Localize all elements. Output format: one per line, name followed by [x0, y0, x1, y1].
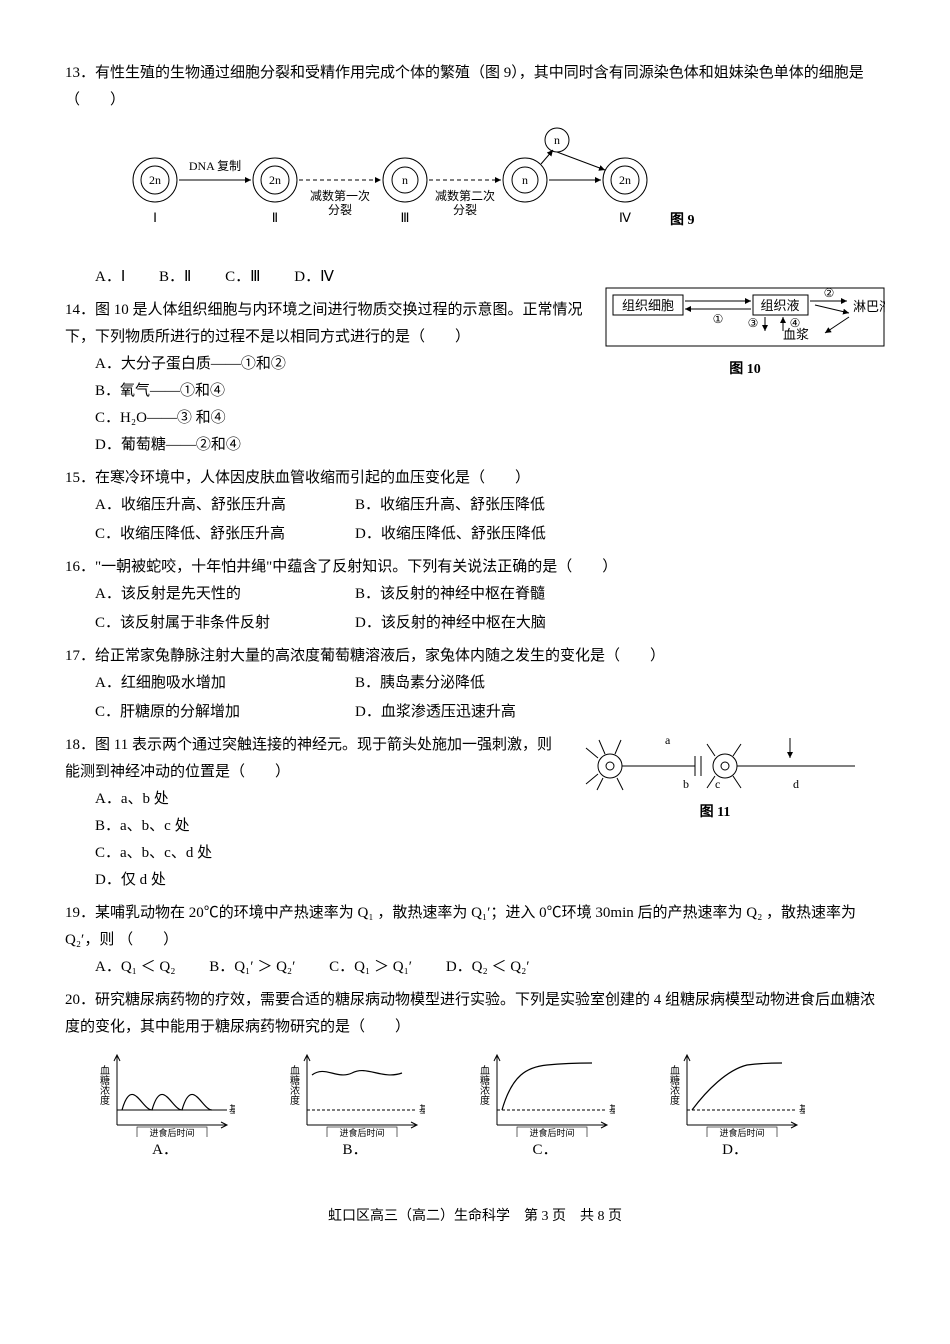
svg-text:基础血糖: 基础血糖	[799, 1103, 805, 1116]
figure-10: 组织细胞 组织液 淋巴液 血浆 ① ② ③ ④ 图 10	[605, 287, 885, 392]
q17-C[interactable]: C．肝糖原的分解增加	[95, 699, 355, 726]
q17-D[interactable]: D．血浆渗透压迅速升高	[355, 699, 615, 726]
svg-text:Ⅲ: Ⅲ	[401, 210, 410, 225]
svg-text:淋巴液: 淋巴液	[853, 299, 885, 314]
q19-C[interactable]: C．Q₁ ＞ Q₁′	[329, 954, 412, 981]
svg-text:c: c	[715, 777, 720, 791]
svg-text:a: a	[665, 733, 671, 747]
q19-A[interactable]: A．Q₁ ＜ Q₂	[95, 954, 175, 981]
q17: 17．给正常家兔静脉注射大量的高浓度葡萄糖溶液后，家兔体内随之发生的变化是（ ）…	[65, 643, 885, 726]
q20-chart-B[interactable]: 血糖浓度基础血糖进食后时间 B．	[285, 1047, 425, 1164]
q19-stem: 19．某哺乳动物在 20℃的环境中产热速率为 Q₁ ，散热速率为 Q₁′；进入 …	[65, 900, 885, 954]
q14: 组织细胞 组织液 淋巴液 血浆 ① ② ③ ④ 图 10 14．图 10	[65, 297, 885, 459]
q15: 15．在寒冷环境中，人体因皮肤血管收缩而引起的血压变化是（ ） A．收缩压升高、…	[65, 465, 885, 548]
q17-B[interactable]: B．胰岛素分泌降低	[355, 670, 615, 697]
svg-text:血糖浓度: 血糖浓度	[668, 1064, 680, 1106]
q20-chart-A[interactable]: 血糖浓度基础血糖进食后时间 A．	[95, 1047, 235, 1164]
q17-stem: 17．给正常家兔静脉注射大量的高浓度葡萄糖溶液后，家兔体内随之发生的变化是（ ）	[65, 643, 885, 670]
q15-stem: 15．在寒冷环境中，人体因皮肤血管收缩而引起的血压变化是（ ）	[65, 465, 885, 492]
q14-C[interactable]: C．H₂O——③ 和④	[95, 405, 885, 432]
q16-C[interactable]: C．该反射属于非条件反射	[95, 610, 355, 637]
svg-text:2n: 2n	[149, 173, 161, 187]
q13-stem: 13．有性生殖的生物通过细胞分裂和受精作用完成个体的繁殖（图 9），其中同时含有…	[65, 60, 885, 114]
svg-text:进食后时间: 进食后时间	[529, 1127, 574, 1137]
svg-text:减数第二次: 减数第二次	[435, 188, 495, 203]
fig10-label: 图 10	[729, 361, 761, 377]
svg-text:血糖浓度: 血糖浓度	[288, 1064, 300, 1106]
fig10-svg: 组织细胞 组织液 淋巴液 血浆 ① ② ③ ④ 图 10	[605, 287, 885, 382]
fig11-label: 图 11	[700, 804, 731, 820]
q16-B[interactable]: B．该反射的神经中枢在脊髓	[355, 581, 615, 608]
svg-text:血糖浓度: 血糖浓度	[478, 1064, 490, 1106]
svg-text:减数第一次: 减数第一次	[310, 188, 370, 203]
q18-D[interactable]: D．仅 d 处	[95, 867, 885, 894]
svg-text:④: ④	[790, 316, 801, 330]
q15-options: A．收缩压升高、舒张压升高 B．收缩压升高、舒张压降低 C．收缩压降低、舒张压升…	[65, 492, 885, 548]
svg-text:Ⅰ: Ⅰ	[153, 210, 157, 225]
svg-text:DNA 复制: DNA 复制	[189, 159, 241, 173]
q13-D[interactable]: D．Ⅳ	[294, 264, 334, 291]
q15-A[interactable]: A．收缩压升高、舒张压升高	[95, 492, 355, 519]
svg-text:分裂: 分裂	[328, 203, 352, 217]
svg-text:2n: 2n	[269, 173, 281, 187]
q16-A[interactable]: A．该反射是先天性的	[95, 581, 355, 608]
svg-text:血糖浓度: 血糖浓度	[98, 1064, 110, 1106]
page-footer: 虹口区高三（高二）生命科学 第 3 页 共 8 页	[65, 1204, 885, 1229]
q20: 20．研究糖尿病药物的疗效，需要合适的糖尿病动物模型进行实验。下列是实验室创建的…	[65, 987, 885, 1164]
q17-A[interactable]: A．红细胞吸水增加	[95, 670, 355, 697]
q20-options: 血糖浓度基础血糖进食后时间 A． 血糖浓度基础血糖进食后时间 B． 血糖浓度基础…	[65, 1047, 885, 1164]
q13-B[interactable]: B．Ⅱ	[159, 264, 191, 291]
q19: 19．某哺乳动物在 20℃的环境中产热速率为 Q₁ ，散热速率为 Q₁′；进入 …	[65, 900, 885, 981]
svg-text:b: b	[683, 777, 689, 791]
q15-C[interactable]: C．收缩压降低、舒张压升高	[95, 521, 355, 548]
fig9-label: 图 9	[670, 212, 695, 228]
svg-text:2n: 2n	[619, 173, 631, 187]
svg-text:③: ③	[748, 316, 759, 330]
q20-chart-C[interactable]: 血糖浓度基础血糖进食后时间 C．	[475, 1047, 615, 1164]
svg-text:①: ①	[713, 312, 724, 326]
svg-text:基础血糖: 基础血糖	[229, 1103, 235, 1116]
svg-text:Ⅳ: Ⅳ	[619, 210, 631, 225]
q15-B[interactable]: B．收缩压升高、舒张压降低	[355, 492, 615, 519]
svg-text:n: n	[522, 173, 528, 187]
q16-stem: 16．"一朝被蛇咬，十年怕井绳"中蕴含了反射知识。下列有关说法正确的是（ ）	[65, 554, 885, 581]
q16: 16．"一朝被蛇咬，十年怕井绳"中蕴含了反射知识。下列有关说法正确的是（ ） A…	[65, 554, 885, 637]
q20-stem: 20．研究糖尿病药物的疗效，需要合适的糖尿病动物模型进行实验。下列是实验室创建的…	[65, 987, 885, 1041]
svg-text:进食后时间: 进食后时间	[339, 1127, 384, 1137]
fig11-svg: a b c d 图 11	[565, 726, 865, 826]
q18-C[interactable]: C．a、b、c、d 处	[95, 840, 885, 867]
fig9-svg: n 2n Ⅰ 2n Ⅱ n Ⅲ n 2n	[115, 120, 695, 250]
q15-D[interactable]: D．收缩压降低、舒张压降低	[355, 521, 615, 548]
figure-9: n 2n Ⅰ 2n Ⅱ n Ⅲ n 2n	[115, 120, 885, 260]
svg-text:②: ②	[824, 287, 835, 300]
svg-text:基础血糖: 基础血糖	[609, 1103, 615, 1116]
q13-A[interactable]: A．Ⅰ	[95, 264, 125, 291]
svg-text:d: d	[793, 777, 799, 791]
svg-text:基础血糖: 基础血糖	[419, 1103, 425, 1116]
q13: 13．有性生殖的生物通过细胞分裂和受精作用完成个体的繁殖（图 9），其中同时含有…	[65, 60, 885, 291]
svg-text:进食后时间: 进食后时间	[149, 1127, 194, 1137]
svg-text:进食后时间: 进食后时间	[719, 1127, 764, 1137]
q20-chart-D[interactable]: 血糖浓度基础血糖进食后时间 D．	[665, 1047, 805, 1164]
q14-D[interactable]: D．葡萄糖——②和④	[95, 432, 885, 459]
svg-text:n: n	[402, 173, 408, 187]
svg-text:Ⅱ: Ⅱ	[272, 210, 278, 225]
svg-text:分裂: 分裂	[453, 203, 477, 217]
svg-text:组织细胞: 组织细胞	[622, 298, 674, 313]
q16-D[interactable]: D．该反射的神经中枢在大脑	[355, 610, 615, 637]
q19-D[interactable]: D．Q₂ ＜ Q₂′	[446, 954, 530, 981]
svg-text:组织液: 组织液	[760, 298, 799, 313]
q18: a b c d 图 11 18．图 11 表示两个通过突触连接的神经元。现于箭头…	[65, 732, 885, 894]
fig9-top: n	[554, 133, 560, 147]
q19-B[interactable]: B．Q₁′ ＞ Q₂′	[209, 954, 295, 981]
q19-options: A．Q₁ ＜ Q₂ B．Q₁′ ＞ Q₂′ C．Q₁ ＞ Q₁′ D．Q₂ ＜ …	[65, 954, 885, 981]
q13-C[interactable]: C．Ⅲ	[225, 264, 260, 291]
q17-options: A．红细胞吸水增加 B．胰岛素分泌降低 C．肝糖原的分解增加 D．血浆渗透压迅速…	[65, 670, 885, 726]
q16-options: A．该反射是先天性的 B．该反射的神经中枢在脊髓 C．该反射属于非条件反射 D．…	[65, 581, 885, 637]
figure-11: a b c d 图 11	[565, 726, 865, 836]
